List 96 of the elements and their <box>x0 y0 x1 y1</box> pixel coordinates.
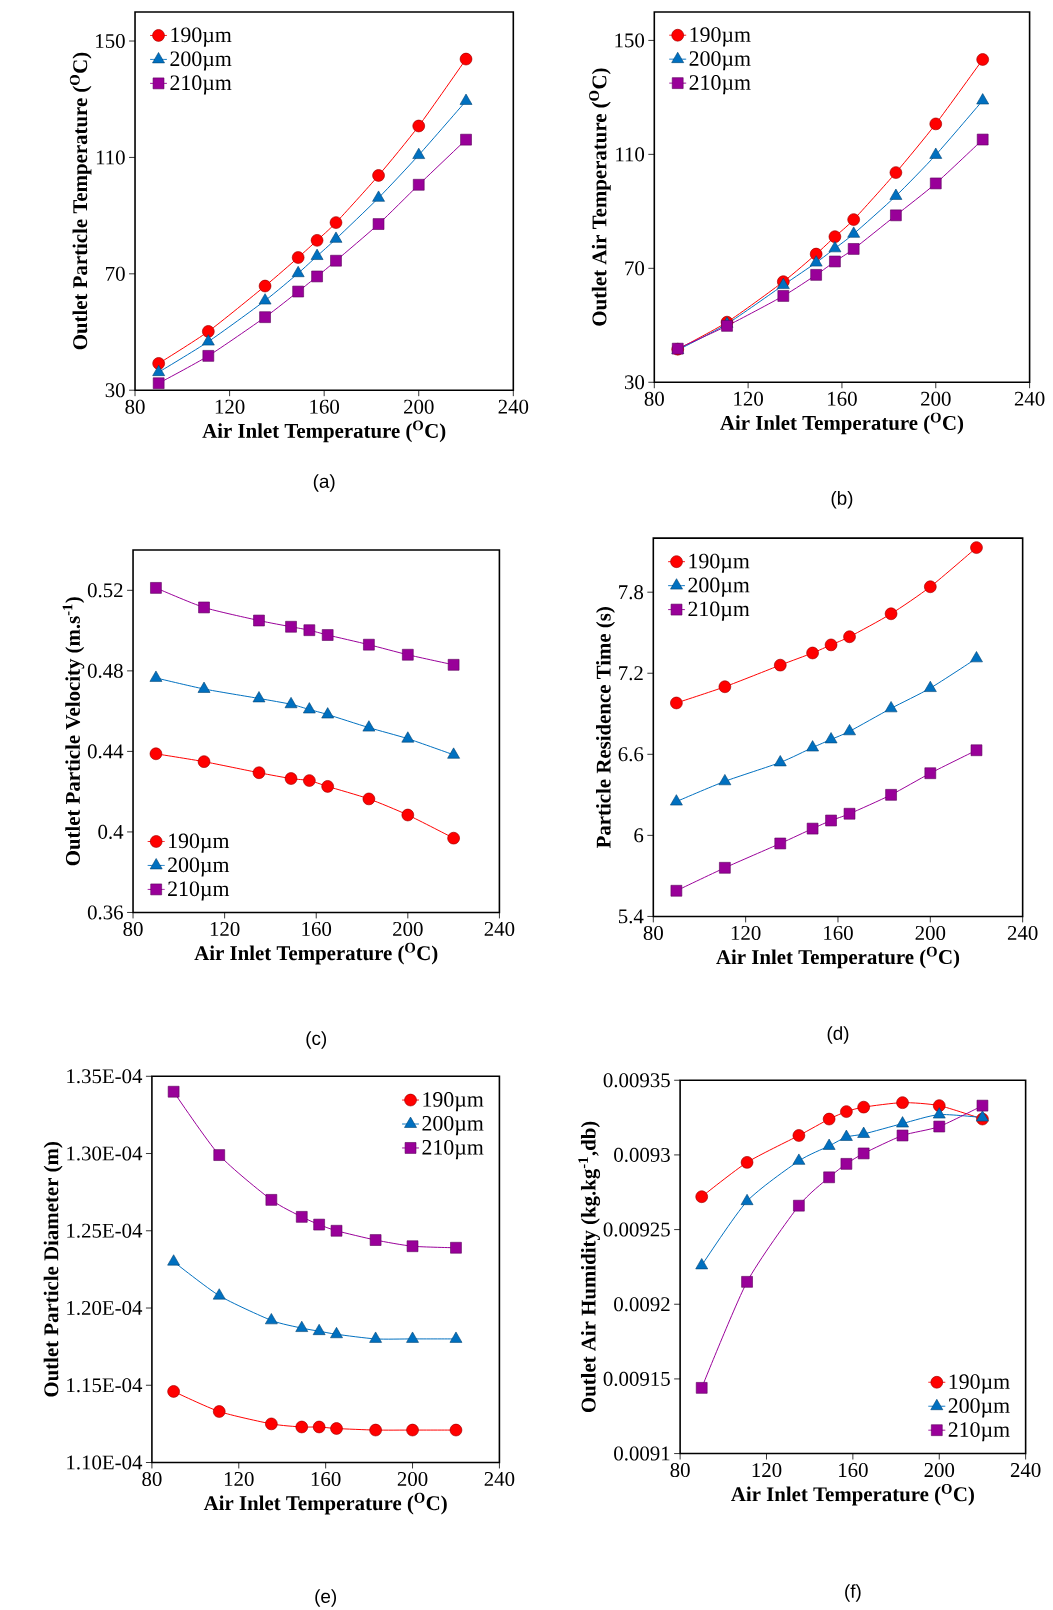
y-tick-label: 1.35E-04 <box>67 1069 142 1084</box>
text: (a) <box>313 474 335 492</box>
y-axis-title: Outlet Particle Diameter (m) <box>43 1142 63 1397</box>
y-tick-label: 1.10E-04 <box>67 1455 142 1470</box>
legend-label: 190µm <box>690 27 751 47</box>
x-tick-label: 240 <box>498 399 528 414</box>
x-tick-label: 120 <box>224 1471 254 1487</box>
y-tick-label: 0.4 <box>98 824 124 840</box>
x-tick-label: 80 <box>123 921 143 936</box>
legend-label: 200µm <box>167 857 229 877</box>
y-tick-label: 5.4 <box>618 909 644 924</box>
y-tick-label: 7.8 <box>618 585 643 600</box>
legend-label: 200µm <box>422 1115 484 1136</box>
y-tick-label: 0.00915 <box>603 1371 670 1386</box>
y-tick-label: 110 <box>96 150 125 165</box>
x-tick-label: 200 <box>392 921 423 936</box>
x-tick-label: 80 <box>142 1471 162 1487</box>
text: (b) <box>831 491 853 509</box>
x-axis-title: Air Inlet Temperature ($^{O}$C) <box>194 942 438 965</box>
x-tick-label: 160 <box>823 925 853 940</box>
legend-label: 210µm <box>170 75 232 95</box>
x-tick-label: 200 <box>920 391 951 406</box>
legend-label: 210µm <box>689 75 751 95</box>
y-tick-label: 0.00935 <box>603 1073 670 1088</box>
x-tick-label: 240 <box>1007 925 1038 940</box>
y-tick-label: 1.25E-04 <box>67 1223 142 1238</box>
y-tick-label: 150 <box>615 33 644 48</box>
x-tick-label: 80 <box>644 391 664 406</box>
y-tick-label: 1.20E-04 <box>67 1300 142 1316</box>
y-tick-label: 0.52 <box>87 583 123 598</box>
x-axis-title: Air Inlet Temperature ($^{O}$C) <box>719 412 963 435</box>
x-axis-title: Air Inlet Temperature ($^{O}$C) <box>203 1492 447 1515</box>
legend-label: 190µm <box>423 1092 484 1112</box>
y-tick-label: 1.30E-04 <box>67 1146 142 1161</box>
x-axis-title: Air Inlet Temperature ($^{O}$C) <box>715 946 959 969</box>
y-tick-label: 0.48 <box>87 663 123 678</box>
x-tick-label: 240 <box>484 921 515 936</box>
legend-label: 200µm <box>170 51 232 71</box>
y-tick-label: 7.2 <box>618 666 643 681</box>
text: (c) <box>306 1031 326 1049</box>
x-tick-label: 120 <box>752 1463 782 1478</box>
legend-label: 200µm <box>948 1398 1010 1418</box>
y-tick-label: 0.0092 <box>613 1297 670 1312</box>
x-tick-label: 120 <box>210 921 240 936</box>
y-tick-label: 30 <box>624 375 644 390</box>
y-tick-label: 6.6 <box>618 747 644 762</box>
x-tick-label: 160 <box>311 1471 341 1487</box>
x-tick-label: 80 <box>643 925 663 940</box>
x-tick-label: 200 <box>403 399 434 414</box>
legend-label: 210µm <box>167 881 229 901</box>
text: (d) <box>827 1026 849 1044</box>
y-tick-label: 0.00925 <box>603 1222 670 1237</box>
y-tick-label: 110 <box>615 147 644 162</box>
x-tick-label: 80 <box>670 1463 690 1478</box>
x-tick-label: 120 <box>731 925 761 940</box>
y-tick-label: 150 <box>95 34 125 49</box>
x-tick-label: 240 <box>484 1471 515 1487</box>
y-tick-label: 0.0093 <box>613 1147 670 1162</box>
x-tick-label: 160 <box>838 1463 868 1478</box>
y-axis-title: Outlet Air Humidity (kg.kg$^{-1}$,db) <box>578 1121 600 1413</box>
y-axis-title: Outlet Particle Temperature ($^{O}$C) <box>69 52 92 350</box>
text: (e) <box>315 1589 336 1607</box>
x-tick-label: 120 <box>734 391 763 406</box>
y-tick-label: 6 <box>634 828 644 843</box>
x-tick-label: 120 <box>215 399 245 414</box>
legend-label: 190µm <box>171 27 232 47</box>
x-tick-label: 160 <box>827 391 857 406</box>
legend-label: 190µm <box>168 833 229 853</box>
y-tick-label: 0.44 <box>87 744 124 759</box>
x-tick-label: 160 <box>302 921 331 936</box>
legend-label: 190µm <box>949 1374 1010 1394</box>
text: (f) <box>844 1584 861 1602</box>
y-axis-title: Outlet Air Temperature ($^{O}$C) <box>588 68 611 326</box>
x-tick-label: 240 <box>1010 1463 1041 1478</box>
legend-label: 210µm <box>422 1139 484 1160</box>
legend-label: 190µm <box>689 553 750 573</box>
y-tick-label: 70 <box>105 266 125 281</box>
legend-label: 210µm <box>688 601 750 621</box>
x-tick-label: 160 <box>310 399 339 414</box>
x-tick-label: 200 <box>915 925 945 940</box>
y-tick-label: 1.15E-04 <box>67 1378 142 1393</box>
y-tick-label: 0.36 <box>87 905 123 920</box>
x-tick-label: 240 <box>1014 391 1045 406</box>
x-tick-label: 200 <box>924 1463 954 1478</box>
x-tick-label: 200 <box>397 1471 428 1487</box>
x-axis-title: Air Inlet Temperature ($^{O}$C) <box>202 420 446 443</box>
y-axis-title: Particle Residence Time (s) <box>595 607 615 849</box>
y-tick-label: 0.0091 <box>613 1446 670 1461</box>
legend-label: 200µm <box>689 51 751 71</box>
legend-label: 200µm <box>688 577 750 597</box>
y-tick-label: 70 <box>625 261 644 276</box>
y-tick-label: 30 <box>105 383 125 398</box>
legend-label: 210µm <box>948 1422 1010 1442</box>
x-axis-title: Air Inlet Temperature ($^{O}$C) <box>730 1483 974 1506</box>
y-axis-title: Outlet Particle Velocity (m.s$^{-1}$) <box>62 597 85 866</box>
x-tick-label: 80 <box>125 399 145 414</box>
